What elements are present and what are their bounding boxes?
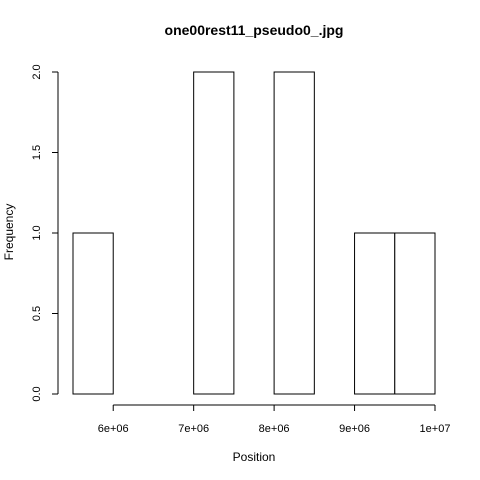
y-tick-label: 1.0 [31,225,43,240]
y-tick-label: 0.0 [31,386,43,401]
histogram-bar [394,232,436,395]
y-tick-label: 0.5 [31,306,43,321]
y-axis-label: Frequency [2,204,16,261]
y-tick-label: 2.0 [31,64,43,79]
histogram-bar [72,232,114,395]
histogram-bar [193,71,235,395]
x-axis: 6e+06 7e+06 8e+06 9e+06 1e+07 [98,404,451,435]
x-tick-label: 6e+06 [98,423,129,435]
y-axis: 0.0 0.5 1.0 1.5 2.0 [31,64,59,402]
histogram-bar [354,232,396,395]
bars-layer [72,71,436,395]
x-tick-label: 1e+07 [420,423,451,435]
x-axis-label: Position [233,450,276,464]
x-tick-label: 7e+06 [178,423,209,435]
x-tick-label: 8e+06 [259,423,290,435]
x-tick-label: 9e+06 [339,423,370,435]
y-tick-label: 1.5 [31,145,43,160]
chart-title: one00rest11_pseudo0_.jpg [165,22,344,38]
histogram-bar [273,71,315,395]
